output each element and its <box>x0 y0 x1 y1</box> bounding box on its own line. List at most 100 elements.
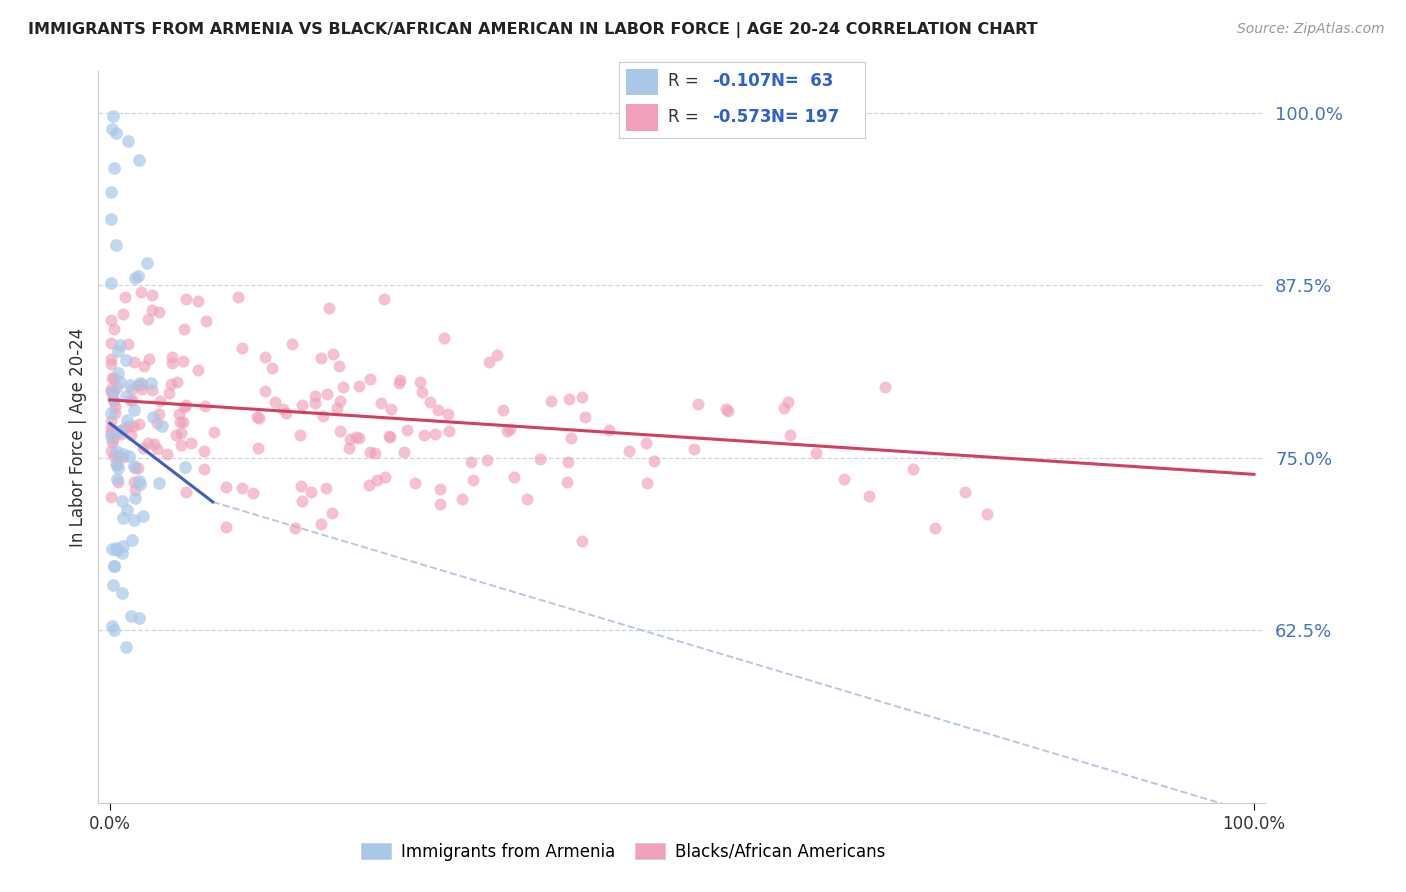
Point <box>160 350 183 364</box>
Point <box>114 353 136 368</box>
Point <box>176 484 198 499</box>
Point <box>187 293 209 308</box>
Point <box>108 375 131 389</box>
Point <box>242 486 264 500</box>
Point <box>103 432 125 446</box>
Point <box>107 461 129 475</box>
Point <box>634 436 657 450</box>
Point <box>170 425 193 440</box>
Point <box>105 471 128 485</box>
Point <box>101 121 124 136</box>
Point <box>337 442 360 456</box>
Point <box>834 472 856 486</box>
Point <box>112 539 135 553</box>
Point <box>374 470 396 484</box>
Point <box>516 492 538 507</box>
Point <box>115 413 138 427</box>
Point <box>112 307 135 321</box>
Point <box>291 398 314 412</box>
Point <box>540 394 562 409</box>
Point <box>110 427 132 442</box>
Point <box>121 393 143 408</box>
Point <box>128 476 150 491</box>
Point <box>427 402 450 417</box>
Text: N= 197: N= 197 <box>770 108 839 126</box>
Point <box>311 351 333 365</box>
Point <box>104 127 127 141</box>
Point <box>105 380 128 394</box>
Y-axis label: In Labor Force | Age 20-24: In Labor Force | Age 20-24 <box>69 327 87 547</box>
Text: Source: ZipAtlas.com: Source: ZipAtlas.com <box>1237 22 1385 37</box>
Point <box>103 623 125 637</box>
Point <box>429 482 451 496</box>
Point <box>101 619 124 633</box>
Point <box>682 442 704 457</box>
Point <box>315 481 337 495</box>
Point <box>118 450 141 464</box>
Point <box>100 276 122 290</box>
Point <box>903 462 925 476</box>
Point <box>174 398 197 412</box>
Point <box>475 453 498 467</box>
Point <box>202 425 225 439</box>
Point <box>166 427 188 442</box>
Point <box>117 419 139 434</box>
Point <box>413 428 436 442</box>
Point <box>105 238 128 252</box>
Text: -0.573: -0.573 <box>713 108 772 126</box>
Point <box>359 445 381 459</box>
Point <box>408 375 430 389</box>
Point <box>132 359 155 373</box>
Point <box>145 442 167 456</box>
Point <box>100 352 122 367</box>
Point <box>558 392 581 406</box>
Point <box>127 378 149 392</box>
Point <box>138 436 160 450</box>
Point <box>373 292 395 306</box>
Point <box>173 415 195 429</box>
Text: IMMIGRANTS FROM ARMENIA VS BLACK/AFRICAN AMERICAN IN LABOR FORCE | AGE 20-24 COR: IMMIGRANTS FROM ARMENIA VS BLACK/AFRICAN… <box>28 22 1038 38</box>
Point <box>100 382 122 396</box>
Point <box>112 450 135 464</box>
Point <box>503 470 526 484</box>
Point <box>388 376 411 390</box>
Point <box>122 475 145 489</box>
Point <box>101 578 124 592</box>
Point <box>121 382 143 396</box>
Point <box>953 485 976 500</box>
Point <box>180 435 202 450</box>
Point <box>437 424 460 438</box>
Text: N=  63: N= 63 <box>770 71 834 89</box>
Point <box>246 410 269 425</box>
Point <box>284 520 307 534</box>
Point <box>329 394 352 409</box>
Point <box>100 490 122 504</box>
Point <box>344 430 367 444</box>
Point <box>132 508 155 523</box>
Point <box>107 475 129 490</box>
Point <box>100 357 122 371</box>
Point <box>716 404 738 418</box>
Point <box>139 376 162 390</box>
Point <box>404 476 426 491</box>
Point <box>127 461 149 475</box>
Point <box>253 384 276 398</box>
Point <box>636 475 658 490</box>
Point <box>100 541 122 556</box>
Point <box>118 378 141 392</box>
Point <box>108 424 131 438</box>
Point <box>247 441 270 455</box>
Point <box>174 292 197 306</box>
Point <box>557 455 579 469</box>
Point <box>100 336 122 351</box>
Point <box>103 161 125 175</box>
Point <box>100 429 122 443</box>
FancyBboxPatch shape <box>626 104 658 130</box>
Point <box>122 355 145 369</box>
Point <box>105 457 128 471</box>
Point <box>124 491 146 506</box>
Point <box>359 372 381 386</box>
Point <box>778 394 800 409</box>
Point <box>299 484 322 499</box>
Point <box>100 444 122 458</box>
